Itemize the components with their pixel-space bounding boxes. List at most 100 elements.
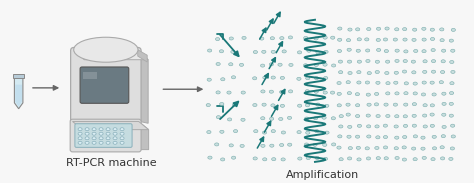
Ellipse shape xyxy=(297,77,301,80)
Ellipse shape xyxy=(288,36,292,39)
Ellipse shape xyxy=(280,37,284,40)
Ellipse shape xyxy=(356,93,359,96)
Ellipse shape xyxy=(366,59,370,63)
Ellipse shape xyxy=(347,92,352,95)
Ellipse shape xyxy=(207,78,211,81)
Ellipse shape xyxy=(449,39,454,42)
Ellipse shape xyxy=(322,116,326,119)
Ellipse shape xyxy=(216,116,220,119)
Ellipse shape xyxy=(386,82,390,85)
Ellipse shape xyxy=(449,157,453,160)
Ellipse shape xyxy=(450,147,455,150)
Ellipse shape xyxy=(325,131,329,134)
Ellipse shape xyxy=(263,131,267,134)
Ellipse shape xyxy=(440,146,444,149)
Ellipse shape xyxy=(346,113,350,116)
Ellipse shape xyxy=(113,141,117,144)
Ellipse shape xyxy=(402,28,407,31)
Ellipse shape xyxy=(366,93,371,96)
Ellipse shape xyxy=(449,92,454,95)
Ellipse shape xyxy=(323,63,327,66)
FancyBboxPatch shape xyxy=(75,124,132,147)
Ellipse shape xyxy=(253,157,257,160)
Ellipse shape xyxy=(315,130,319,133)
Ellipse shape xyxy=(347,60,352,63)
Polygon shape xyxy=(74,51,148,60)
Ellipse shape xyxy=(384,50,389,53)
Ellipse shape xyxy=(260,37,264,40)
Ellipse shape xyxy=(383,124,388,127)
Ellipse shape xyxy=(357,81,361,84)
Ellipse shape xyxy=(113,137,117,140)
Ellipse shape xyxy=(338,60,343,63)
Ellipse shape xyxy=(395,115,399,118)
Ellipse shape xyxy=(356,135,360,138)
Ellipse shape xyxy=(450,61,454,64)
Ellipse shape xyxy=(394,147,398,150)
Ellipse shape xyxy=(85,132,89,135)
Ellipse shape xyxy=(271,76,275,79)
Ellipse shape xyxy=(99,141,103,144)
Ellipse shape xyxy=(346,103,350,106)
Ellipse shape xyxy=(314,90,319,93)
Ellipse shape xyxy=(430,81,434,84)
Ellipse shape xyxy=(356,115,360,118)
Ellipse shape xyxy=(120,137,124,140)
Ellipse shape xyxy=(376,115,380,117)
Ellipse shape xyxy=(215,143,219,146)
Ellipse shape xyxy=(219,102,224,106)
Ellipse shape xyxy=(231,156,236,159)
Ellipse shape xyxy=(432,93,436,96)
Ellipse shape xyxy=(325,104,329,107)
FancyBboxPatch shape xyxy=(70,119,141,152)
Ellipse shape xyxy=(411,147,416,150)
Ellipse shape xyxy=(232,104,237,107)
Ellipse shape xyxy=(395,28,399,31)
Ellipse shape xyxy=(242,36,246,40)
Ellipse shape xyxy=(450,82,454,85)
Ellipse shape xyxy=(357,60,362,63)
Ellipse shape xyxy=(394,125,398,128)
Ellipse shape xyxy=(386,114,390,117)
Ellipse shape xyxy=(221,78,225,81)
Ellipse shape xyxy=(375,70,379,74)
Ellipse shape xyxy=(253,104,257,107)
Ellipse shape xyxy=(262,50,266,53)
Ellipse shape xyxy=(337,92,341,95)
Ellipse shape xyxy=(365,147,369,150)
Ellipse shape xyxy=(92,137,96,140)
Ellipse shape xyxy=(316,51,320,54)
Ellipse shape xyxy=(412,28,417,31)
Ellipse shape xyxy=(297,51,301,54)
Ellipse shape xyxy=(331,117,336,120)
Ellipse shape xyxy=(85,128,89,131)
Ellipse shape xyxy=(423,104,427,107)
Ellipse shape xyxy=(216,91,220,94)
Ellipse shape xyxy=(306,77,310,80)
Ellipse shape xyxy=(357,71,361,74)
Ellipse shape xyxy=(206,104,210,107)
FancyBboxPatch shape xyxy=(71,47,141,124)
Ellipse shape xyxy=(402,135,407,139)
Ellipse shape xyxy=(271,130,275,133)
Ellipse shape xyxy=(304,36,308,40)
Ellipse shape xyxy=(422,38,426,41)
Ellipse shape xyxy=(78,137,82,140)
Ellipse shape xyxy=(356,104,360,107)
Ellipse shape xyxy=(394,81,398,84)
Ellipse shape xyxy=(233,130,237,133)
Bar xyxy=(13,74,24,78)
Ellipse shape xyxy=(430,38,435,40)
Ellipse shape xyxy=(431,158,435,161)
Ellipse shape xyxy=(442,125,446,128)
Ellipse shape xyxy=(366,114,370,117)
Ellipse shape xyxy=(92,132,96,135)
Ellipse shape xyxy=(412,103,417,106)
Ellipse shape xyxy=(78,141,82,144)
Ellipse shape xyxy=(450,124,455,127)
Ellipse shape xyxy=(269,63,273,66)
Ellipse shape xyxy=(216,38,220,41)
Ellipse shape xyxy=(314,77,319,80)
Ellipse shape xyxy=(374,103,379,106)
Ellipse shape xyxy=(106,141,110,144)
